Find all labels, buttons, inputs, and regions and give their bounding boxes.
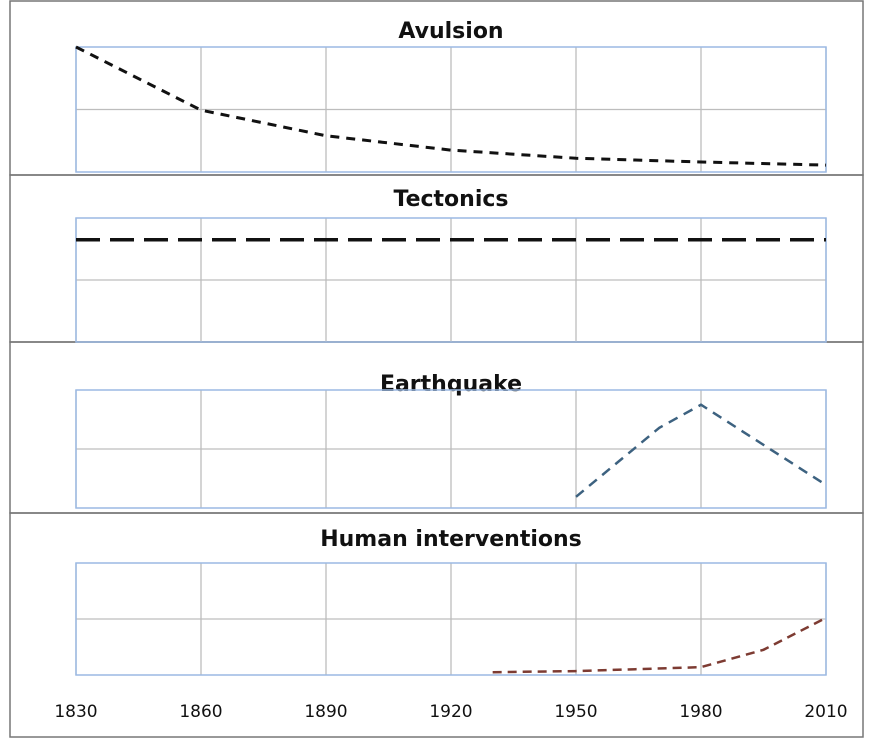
x-tick-label: 1950 bbox=[554, 702, 597, 722]
panel-frame bbox=[9, 512, 864, 738]
line-series bbox=[75, 45, 827, 167]
plot-area bbox=[75, 46, 827, 173]
plot-area bbox=[75, 217, 827, 343]
x-tick-label: 1890 bbox=[304, 702, 347, 722]
x-tick-label: 1860 bbox=[179, 702, 222, 722]
panel-title: Human interventions bbox=[320, 527, 582, 552]
x-tick-label: 1980 bbox=[679, 702, 722, 722]
line-series bbox=[492, 616, 827, 674]
panel-title: Tectonics bbox=[393, 187, 508, 212]
x-tick-label: 1830 bbox=[54, 702, 97, 722]
x-tick-label: 2010 bbox=[804, 702, 847, 722]
panel-title: Avulsion bbox=[398, 19, 503, 44]
plot-area bbox=[75, 389, 827, 509]
plot-area bbox=[75, 562, 827, 676]
line-series bbox=[575, 403, 827, 498]
x-tick-label: 1920 bbox=[429, 702, 472, 722]
